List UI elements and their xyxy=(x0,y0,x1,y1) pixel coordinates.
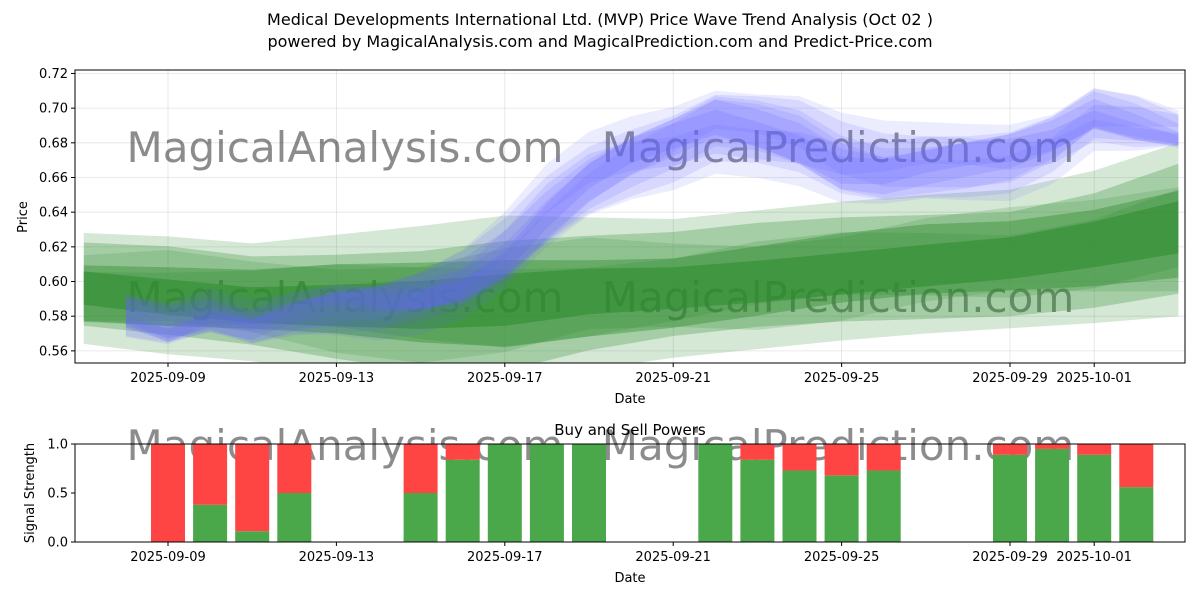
blue-wave-band xyxy=(125,88,1179,345)
buy-bar xyxy=(1077,454,1112,542)
buy-bar xyxy=(487,444,522,542)
price-chart: MagicalAnalysis.com MagicalPrediction.co… xyxy=(16,67,1186,407)
signal-x-tick-label: 2025-10-01 xyxy=(1056,550,1132,565)
chart-title-line1: Medical Developments International Ltd. … xyxy=(267,10,933,29)
sell-bar xyxy=(993,444,1027,455)
buy-bar xyxy=(445,459,480,542)
signal-x-ticks: 2025-09-09 2025-09-13 2025-09-17 2025-09-21… xyxy=(130,542,1132,565)
signal-x-tick-label: 2025-09-13 xyxy=(299,550,375,565)
sell-bar xyxy=(1035,444,1070,449)
signal-x-tick-label: 2025-09-17 xyxy=(467,550,543,565)
price-y-ticks: 0.56 0.58 0.60 0.62 0.64 0.66 0.68 0.70 0.72 xyxy=(39,67,75,359)
sell-bar xyxy=(403,444,438,493)
buy-bar xyxy=(824,475,859,542)
buy-bar xyxy=(740,459,775,542)
price-x-tick-label: 2025-09-21 xyxy=(635,371,711,386)
sell-bar xyxy=(866,444,901,471)
buy-bar xyxy=(1035,448,1070,542)
signal-y-tick-label: 0.0 xyxy=(47,536,68,551)
sell-bar xyxy=(193,444,228,505)
price-y-tick-label: 0.68 xyxy=(39,136,68,151)
sell-bar xyxy=(740,444,775,460)
buy-bar xyxy=(193,504,228,542)
blue-wave-band xyxy=(125,109,1179,342)
signal-y-ticks: 0.0 0.5 1.0 xyxy=(47,438,75,551)
price-y-tick-label: 0.66 xyxy=(39,171,68,186)
price-y-tick-label: 0.56 xyxy=(39,344,68,359)
buy-bar xyxy=(993,454,1027,542)
blue-wave-band xyxy=(125,98,1179,342)
sell-bar xyxy=(277,444,312,493)
signal-chart: Buy and Sell Powers MagicalAnalysis.com … xyxy=(23,421,1186,586)
price-x-tick-label: 2025-09-09 xyxy=(130,371,206,386)
green-wave-band xyxy=(83,189,1179,348)
sell-bar xyxy=(782,444,817,471)
buy-bar xyxy=(866,470,901,542)
price-y-axis-label: Price xyxy=(16,201,31,233)
price-x-tick-label: 2025-09-25 xyxy=(804,371,880,386)
sell-bar xyxy=(824,444,859,476)
sell-bar xyxy=(445,444,480,460)
watermark-prediction-top: MagicalPrediction.com xyxy=(602,123,1075,172)
buy-bar xyxy=(529,444,564,542)
watermark-analysis-top: MagicalAnalysis.com xyxy=(127,123,564,172)
sell-bar xyxy=(235,444,270,532)
price-y-tick-label: 0.70 xyxy=(39,102,68,117)
price-x-tick-label: 2025-10-01 xyxy=(1056,371,1132,386)
buy-bar xyxy=(403,493,438,542)
price-plot-frame xyxy=(74,69,1186,364)
signal-x-tick-label: 2025-09-09 xyxy=(130,550,206,565)
price-grid xyxy=(75,70,1185,363)
buy-bar xyxy=(235,531,270,542)
green-wave-band xyxy=(83,187,1179,363)
sell-bar xyxy=(151,444,185,542)
blue-wave-band xyxy=(125,91,1179,344)
price-y-tick-label: 0.72 xyxy=(39,67,68,82)
signal-x-tick-label: 2025-09-21 xyxy=(635,550,711,565)
buy-bar xyxy=(572,444,606,542)
sell-bar xyxy=(1077,444,1112,455)
price-y-tick-label: 0.64 xyxy=(39,206,68,221)
signal-chart-title: Buy and Sell Powers xyxy=(554,421,706,439)
signal-x-tick-label: 2025-09-29 xyxy=(972,550,1048,565)
green-wave-band xyxy=(83,201,1179,329)
price-wave-bands xyxy=(83,88,1179,363)
price-x-tick-label: 2025-09-29 xyxy=(972,371,1048,386)
signal-x-tick-label: 2025-09-25 xyxy=(804,550,880,565)
chart-title-line2: powered by MagicalAnalysis.com and Magic… xyxy=(267,32,932,51)
price-x-tick-label: 2025-09-17 xyxy=(467,371,543,386)
signal-x-axis-label: Date xyxy=(614,571,645,586)
blue-wave-band xyxy=(125,88,1179,344)
blue-wave-band xyxy=(125,119,1179,332)
buy-bar xyxy=(277,493,312,542)
price-x-ticks: 2025-09-09 2025-09-13 2025-09-17 2025-09-21… xyxy=(130,363,1132,386)
signal-y-tick-label: 0.5 xyxy=(47,487,68,502)
price-y-tick-label: 0.62 xyxy=(39,240,68,255)
price-x-tick-label: 2025-09-13 xyxy=(299,371,375,386)
buy-bar xyxy=(782,470,817,542)
buy-bar xyxy=(1119,487,1154,542)
blue-wave-band xyxy=(125,99,1179,343)
buy-bar xyxy=(698,444,733,542)
signal-y-axis-label: Signal Strength xyxy=(23,443,38,543)
signal-bars xyxy=(151,444,1154,542)
price-y-tick-label: 0.58 xyxy=(39,310,68,325)
price-x-axis-label: Date xyxy=(614,392,645,407)
price-y-tick-label: 0.60 xyxy=(39,275,68,290)
sell-bar xyxy=(1119,444,1154,488)
signal-y-tick-label: 1.0 xyxy=(47,438,68,453)
